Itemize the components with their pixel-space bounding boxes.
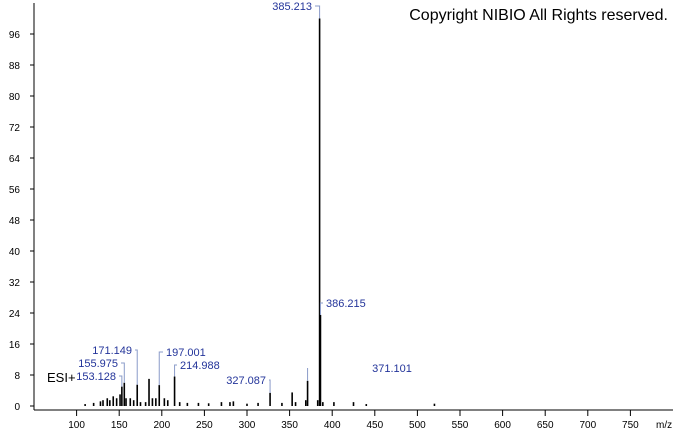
label-leader (315, 5, 321, 19)
x-axis-label: m/z (656, 420, 672, 431)
peak-label: 385.213 (272, 1, 312, 13)
x-tick-label: 700 (579, 420, 596, 431)
label-leader (319, 302, 323, 315)
annotation: ESI+ (47, 370, 76, 385)
label-leader (158, 351, 163, 386)
label-leader (121, 362, 125, 383)
y-tick-label: 8 (14, 371, 20, 382)
peak-label: 155.975 (78, 358, 118, 370)
y-tick-label: 88 (9, 61, 21, 72)
y-tick-label: 40 (9, 247, 21, 258)
x-tick-label: 450 (366, 420, 383, 431)
label-leader (119, 375, 123, 387)
peak-label: 371.101 (372, 363, 412, 375)
x-tick-label: 100 (68, 420, 85, 431)
x-tick-label: 500 (409, 420, 426, 431)
peak-label: 386.215 (326, 298, 366, 310)
x-tick-label: 300 (239, 420, 256, 431)
label-leader (135, 349, 138, 385)
y-tick-label: 56 (9, 185, 21, 196)
y-tick-label: 16 (9, 340, 21, 351)
y-tick-label: 48 (9, 216, 21, 227)
y-tick-label: 64 (9, 154, 21, 165)
peak-label: 153.128 (76, 371, 116, 383)
x-tick-label: 650 (537, 420, 554, 431)
peak-label: 171.149 (92, 345, 132, 357)
y-tick-label: 96 (9, 30, 21, 41)
x-tick-label: 250 (196, 420, 213, 431)
label-leader (174, 364, 177, 377)
x-tick-label: 600 (494, 420, 511, 431)
y-tick-label: 24 (9, 309, 21, 320)
copyright: Copyright NIBIO All Rights reserved. (409, 7, 668, 24)
peak-label: 214.988 (180, 360, 220, 372)
x-tick-label: 400 (324, 420, 341, 431)
y-tick-label: 32 (9, 278, 21, 289)
x-tick-label: 750 (622, 420, 639, 431)
y-tick-label: 72 (9, 123, 21, 134)
x-tick-label: 200 (153, 420, 170, 431)
x-tick-label: 550 (452, 420, 469, 431)
label-leader (269, 379, 271, 393)
y-tick-label: 0 (14, 402, 20, 413)
y-tick-label: 80 (9, 92, 21, 103)
peak-label: 327.087 (226, 375, 266, 387)
x-tick-label: 350 (281, 420, 298, 431)
peak-label: 197.001 (166, 347, 206, 359)
x-tick-label: 150 (111, 420, 128, 431)
